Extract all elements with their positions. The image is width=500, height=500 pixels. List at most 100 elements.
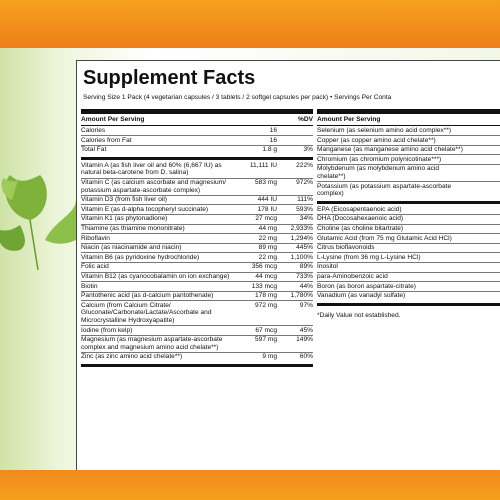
nutrient-name: Boron (as boron aspartate-citrate) bbox=[317, 282, 416, 290]
nutrient-name: Glutamic Acid (from 75 mg Glutamic Acid … bbox=[317, 234, 452, 242]
daily-value: 593% bbox=[296, 205, 313, 213]
nutrient-amount: 89 mg bbox=[258, 244, 277, 252]
daily-value: 89% bbox=[299, 263, 313, 271]
daily-value: 97% bbox=[299, 301, 313, 309]
nutrient-name: Vitamin D3 (from fish liver oil) bbox=[81, 196, 167, 204]
nutrient-amount: 133 mcg bbox=[251, 282, 277, 290]
nutrient-row: Choline (as choline bitartrate) 67 bbox=[317, 225, 500, 235]
nutrient-amount: 22 bbox=[467, 273, 500, 281]
nutrient-row: Vanadium (as vanadyl sulfate) 17 m bbox=[317, 292, 500, 301]
serving-info: Serving Size 1 Pack (4 vegetarian capsul… bbox=[83, 94, 392, 101]
nutrient-amount: 67 bbox=[467, 225, 500, 233]
nutrient-name: Molybdenum (as molybdenum amino acid che… bbox=[317, 165, 440, 181]
column-header: Amount Per Serving %DV bbox=[81, 109, 313, 126]
nutrient-amount: 356 mcg bbox=[251, 263, 277, 271]
nutrient-row: EPA (Eicosapentaenoic acid) 660 bbox=[317, 205, 500, 215]
nutrient-name: Pantothenic acid (as d-calcium pantothen… bbox=[81, 292, 214, 300]
nutrient-name: Thiamine (as thiamine mononitrate) bbox=[81, 225, 185, 233]
nutrient-section: Calories 16 Calories from Fat 16 Total Fat 1.… bbox=[81, 126, 313, 161]
nutrient-row: Riboflavin 22 mg 1,294% bbox=[81, 234, 313, 244]
nutrient-row: Calories 16 bbox=[81, 127, 313, 137]
daily-value: 45% bbox=[299, 326, 313, 334]
daily-value-blank bbox=[277, 137, 313, 145]
nutrient-row: Selenium (as selenium amino acid complex… bbox=[317, 127, 500, 137]
nutrient-name: Vitamin K1 (as phytonadione) bbox=[81, 215, 168, 223]
nutrient-amount: 22 mg bbox=[258, 253, 277, 261]
nutrient-amount: 16 bbox=[269, 136, 277, 144]
daily-value: 972% bbox=[296, 179, 313, 187]
nutrient-row: Biotin 133 mcg 44% bbox=[81, 282, 313, 292]
right-column: Amount Per Serving Selenium (as selenium … bbox=[317, 109, 500, 320]
nutrient-name: Biotin bbox=[81, 282, 98, 290]
nutrient-row: Calcium (from Calcium Citrate/ Gluconate… bbox=[81, 301, 313, 327]
nutrient-name: Potassium (as potassium aspartate-ascorb… bbox=[317, 182, 452, 198]
nutrient-row: Chromium (as chromium polynicotinate***)… bbox=[317, 155, 500, 165]
header-label: Amount Per Serving bbox=[317, 116, 381, 123]
title: Supplement Facts bbox=[83, 67, 256, 89]
daily-value: 1,100% bbox=[290, 253, 313, 261]
nutrient-amount: 178 IU bbox=[257, 205, 277, 213]
nutrient-amount: 17 m bbox=[467, 292, 500, 300]
nutrient-name: Zinc (as zinc amino acid chelate**) bbox=[81, 353, 183, 361]
nutrient-row: Glutamic Acid (from 75 mg Glutamic Acid … bbox=[317, 234, 500, 244]
left-column: Amount Per Serving %DV Calories 16 Calories … bbox=[81, 109, 313, 368]
nutrient-row: Vitamin B12 (as cyanocobalamin on ion ex… bbox=[81, 273, 313, 283]
nutrient-name: Vitamin B6 (as pyridoxine hydrochloride) bbox=[81, 253, 200, 261]
nutrient-name: Vanadium (as vanadyl sulfate) bbox=[317, 292, 406, 300]
nutrient-row: Vitamin A (as fish liver oil and 60% (6,… bbox=[81, 161, 313, 179]
daily-value: 733% bbox=[296, 273, 313, 280]
ginkgo-leaves bbox=[0, 175, 76, 271]
nutrient-name: EPA (Eicosapentaenoic acid) bbox=[317, 205, 402, 213]
nutrient-amount: 44 mcg bbox=[255, 273, 277, 280]
nutrient-amount: 660 bbox=[467, 206, 500, 214]
nutrient-name: L-Lysine (from 36 mg L-Lysine HCl) bbox=[317, 253, 421, 261]
nutrient-name: Folic acid bbox=[81, 263, 109, 271]
nutrient-name: DHA (Docosahexaenoic acid) bbox=[317, 215, 404, 223]
nutrient-amount: 22 bbox=[467, 263, 500, 271]
nutrient-row: Molybdenum (as molybdenum amino acid che… bbox=[317, 165, 500, 183]
nutrient-row: Folic acid 356 mcg 89% bbox=[81, 263, 313, 273]
nutrient-row: Total Fat 1.8 g 3% bbox=[81, 146, 313, 155]
daily-value: 222% bbox=[296, 161, 313, 169]
orange-band bbox=[0, 470, 500, 500]
nutrient-name: Calcium (from Calcium Citrate/ Gluconate… bbox=[81, 301, 212, 324]
nutrient-row: para-Aminobenzoic acid 22 bbox=[317, 273, 500, 283]
nutrient-row: Iodine (from kelp) 67 mcg 45% bbox=[81, 326, 313, 336]
nutrient-row: Calories from Fat 16 bbox=[81, 136, 313, 146]
daily-value: 3% bbox=[303, 146, 313, 154]
nutrient-amount: 67 m bbox=[467, 165, 500, 180]
nutrient-row: Inositol 22 bbox=[317, 263, 500, 273]
nutrient-row: Thiamine (as thiamine mononitrate) 44 mg 2… bbox=[81, 225, 313, 235]
nutrient-row: DHA (Docosahexaenoic acid) 340 bbox=[317, 215, 500, 225]
nutrient-row: Potassium (as potassium aspartate-ascorb… bbox=[317, 182, 500, 198]
header-label: Amount Per Serving bbox=[81, 116, 145, 123]
nutrient-section: Selenium (as selenium amino acid complex… bbox=[317, 126, 500, 205]
nutrient-name: Manganese (as manganese amino acid chela… bbox=[317, 146, 463, 154]
nutrient-amount: 4 bbox=[467, 283, 500, 291]
nutrient-amount: 9 mg bbox=[262, 353, 277, 361]
nutrient-section: Vitamin A (as fish liver oil and 60% (6,… bbox=[81, 160, 313, 368]
nutrient-name: Calories bbox=[81, 127, 106, 135]
nutrient-amount: 16 bbox=[269, 127, 277, 135]
daily-value: 1,780% bbox=[290, 292, 313, 300]
nutrient-amount: 89 m bbox=[467, 156, 500, 164]
daily-value: 2,933% bbox=[290, 225, 313, 233]
nutrient-name: Selenium (as selenium amino acid complex… bbox=[317, 127, 452, 135]
nutrient-name: Citrus bioflavonoids bbox=[317, 244, 375, 252]
nutrient-name: Chromium (as chromium polynicotinate***) bbox=[317, 155, 442, 163]
nutrient-name: Riboflavin bbox=[81, 234, 110, 242]
nutrient-name: Choline (as choline bitartrate) bbox=[317, 225, 404, 233]
nutrient-amount: 67 mcg bbox=[255, 326, 277, 334]
nutrient-name: Calories from Fat bbox=[81, 136, 132, 144]
nutrient-row: Vitamin D3 (from fish liver oil) 444 IU 11… bbox=[81, 196, 313, 206]
nutrient-amount: 89 m bbox=[467, 127, 500, 135]
nutrient-name: para-Aminobenzoic acid bbox=[317, 273, 388, 280]
nutrient-row: Vitamin B6 (as pyridoxine hydrochloride)… bbox=[81, 253, 313, 263]
nutrient-name: Niacin (as niacinamide and niacin) bbox=[81, 244, 182, 252]
nutrient-amount: 340 bbox=[467, 215, 500, 223]
nutrient-amount: 9 bbox=[467, 146, 500, 154]
nutrient-amount: 444 IU bbox=[257, 196, 277, 204]
orange-band bbox=[0, 0, 500, 48]
daily-value: 1,294% bbox=[290, 234, 313, 242]
nutrient-amount: 44 bbox=[467, 244, 500, 252]
